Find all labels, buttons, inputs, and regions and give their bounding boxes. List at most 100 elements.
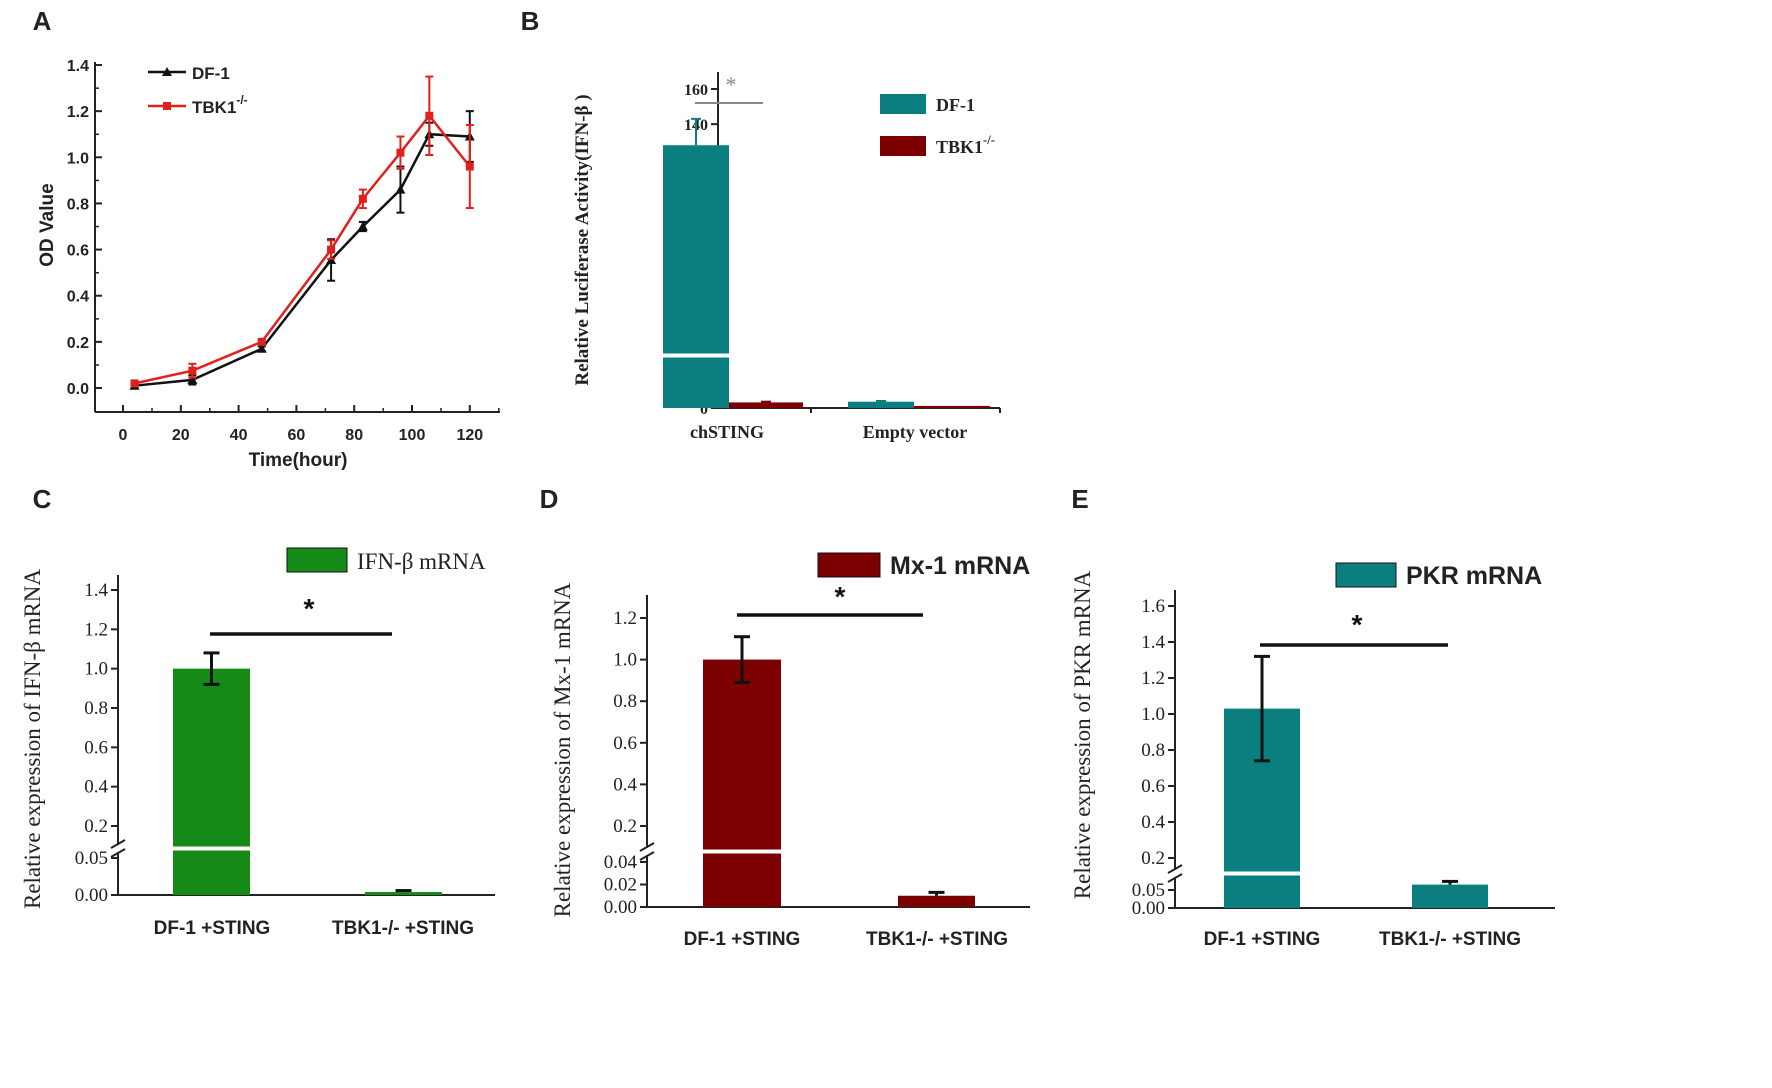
legend-swatch	[817, 552, 881, 578]
y-tick-label: 0.05	[75, 848, 108, 869]
x-axis-label: Time(hour)	[249, 450, 348, 471]
legend-label: IFN-β mRNA	[357, 549, 486, 574]
y-tick-label: 0.4	[1141, 812, 1165, 833]
x-tick-label: 120	[456, 427, 483, 444]
x-tick-label: 20	[172, 427, 190, 444]
x-category-label: TBK1-/- +STING	[866, 929, 1008, 950]
legend-label: DF-1	[936, 95, 975, 115]
y-tick-label: 1.2	[67, 104, 89, 121]
bar-break-line	[172, 846, 251, 851]
x-category-label: TBK1-/- +STING	[332, 918, 474, 939]
data-point-square	[425, 111, 434, 120]
data-point-square	[327, 245, 336, 254]
x-tick-label: 0	[119, 427, 128, 444]
significance-star: *	[304, 593, 315, 624]
y-axis-label: OD Value	[37, 183, 58, 266]
y-tick-label: 1.2	[84, 619, 108, 640]
legend-label: Mx-1 mRNA	[890, 552, 1030, 580]
bar-tbk1	[729, 402, 803, 408]
x-tick-label: 60	[288, 427, 306, 444]
axis-break-gap	[641, 848, 653, 855]
legend-swatch	[880, 136, 926, 156]
y-tick-label: 1.4	[67, 58, 89, 75]
y-tick-label: 0.00	[604, 897, 637, 918]
bar-pkr-mrna	[1412, 884, 1488, 908]
y-tick-label: 0.00	[1132, 898, 1165, 919]
x-category-label: DF-1 +STING	[1204, 929, 1321, 950]
y-tick-label: 0.8	[67, 196, 89, 213]
data-point-square	[396, 148, 405, 157]
y-tick-label: 1.0	[1141, 704, 1165, 725]
y-tick-label: 1.4	[1141, 632, 1165, 653]
bar-break-line	[702, 849, 782, 854]
bar-break-line	[1223, 871, 1301, 876]
bar-break-line	[662, 353, 730, 358]
data-point-triangle	[256, 343, 267, 353]
panel-letter: B	[521, 6, 540, 36]
panel-letter: D	[540, 484, 559, 514]
panel-letter: E	[1071, 484, 1088, 514]
legend-label: PKR mRNA	[1406, 562, 1542, 590]
series-line-tbk1	[134, 113, 471, 385]
legend-swatch	[1335, 562, 1397, 588]
panel-c: C 0.2 0.4 0.6 0.8 1.0 1.2 1.4 0.00 0.05 Relative e…	[20, 484, 495, 939]
x-tick-label: 100	[399, 427, 426, 444]
y-tick-label: 0.00	[75, 885, 108, 906]
legend-label: TBK1-/-	[192, 93, 248, 117]
data-point-triangle	[395, 184, 406, 194]
data-point-square	[188, 366, 197, 375]
y-tick-label: 1.2	[1141, 668, 1165, 689]
axis-break-mark	[639, 842, 655, 852]
bar-mx-1-mrna	[898, 895, 975, 907]
panel-e: E 0.2 0.4 0.6 0.8 1.0 1.2 1.4 1.6 0.000.05 Relativ…	[1070, 484, 1555, 950]
legend-marker	[163, 102, 171, 110]
data-point-square	[257, 337, 266, 346]
y-tick-label: 0.4	[67, 289, 89, 306]
y-tick-label: 0.2	[84, 816, 108, 837]
data-point-triangle	[187, 374, 198, 384]
y-axis-label: Relative expression of Mx-1 mRNA	[550, 582, 575, 917]
x-tick-label: 40	[230, 427, 248, 444]
y-tick-label: 0.05	[1132, 880, 1165, 901]
y-tick-label: 1.6	[1141, 596, 1165, 617]
bar-tbk1	[914, 405, 990, 408]
y-tick-label: 0.4	[84, 777, 108, 798]
bar-df-1	[663, 145, 729, 408]
data-point-square	[130, 379, 139, 388]
axis-break-mark	[1167, 864, 1183, 874]
panel-b: B2040608010012014016005Relative Lucifera…	[521, 6, 1001, 442]
y-tick-label: 1.0	[613, 650, 637, 671]
y-tick-label: 0.8	[1141, 740, 1165, 761]
y-tick-label: 0.8	[84, 698, 108, 719]
data-point-square	[465, 162, 474, 171]
y-tick-label: 1.2	[613, 608, 637, 629]
y-tick-label: 0	[700, 401, 708, 418]
legend-label: TBK1-/-	[936, 133, 995, 157]
axis-break-gap	[112, 845, 124, 852]
y-axis-label: Relative expression of IFN-β mRNA	[20, 569, 45, 909]
axis-break-mark	[110, 839, 126, 849]
x-category-label: TBK1-/- +STING	[1379, 929, 1521, 950]
x-category-label: DF-1 +STING	[154, 918, 271, 939]
panel-letter: A	[33, 6, 52, 36]
y-tick-label: 0.2	[67, 335, 89, 352]
axis-break-gap	[1169, 870, 1181, 877]
bar-ifn-mrna	[365, 892, 442, 895]
y-tick-label: 160	[684, 82, 708, 99]
x-category-label: Empty vector	[863, 422, 967, 442]
data-point-square	[358, 194, 367, 203]
x-category-label: chSTING	[690, 422, 764, 442]
significance-star: *	[1352, 609, 1363, 640]
superscript: -/-	[236, 93, 247, 107]
axis-break-mark	[1167, 873, 1183, 883]
y-tick-label: 1.0	[84, 659, 108, 680]
y-tick-label: 0.0	[67, 381, 89, 398]
significance-star: *	[835, 581, 846, 612]
y-tick-label: 0.2	[1141, 848, 1165, 869]
y-tick-label: 0.6	[613, 733, 637, 754]
panel-d: D 0.2 0.4 0.6 0.8 1.0 1.2 0.000.020.04 Relative …	[540, 484, 1031, 950]
superscript: -/-	[983, 133, 995, 147]
y-tick-label: 0.6	[84, 737, 108, 758]
y-tick-label: 0.6	[1141, 776, 1165, 797]
